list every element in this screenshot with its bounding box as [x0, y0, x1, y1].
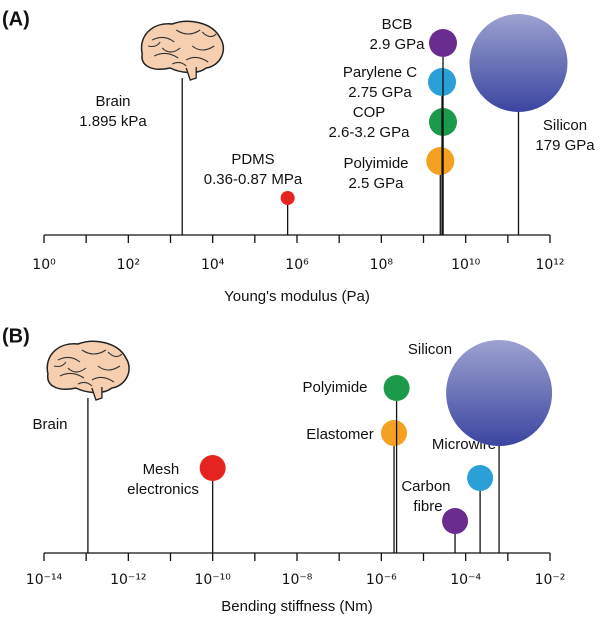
marker: [381, 420, 408, 446]
value-label: 2.9 GPa: [369, 36, 425, 53]
brain-fold: [97, 365, 121, 371]
value-label: 2.6-3.2 GPa: [329, 124, 411, 141]
brain-fold: [57, 356, 81, 363]
value-label: 2.5 GPa: [348, 175, 404, 192]
point-name: PDMS: [231, 151, 274, 168]
name-line: electronics: [127, 481, 199, 498]
x-axis-label: Young's modulus (Pa): [224, 288, 370, 305]
brain-fold: [153, 52, 179, 59]
name-line: Carbon: [401, 478, 454, 495]
point-name: Silicon: [408, 341, 452, 358]
x-tick-label: 10⁻⁶: [366, 572, 397, 588]
marker: [428, 68, 457, 96]
point-name: Polyimide: [302, 379, 367, 396]
point-name: Mesh electronics: [127, 461, 199, 498]
brain-icon: [46, 340, 130, 401]
x-axis-label: Bending stiffness (Nm): [221, 598, 372, 615]
brain-fold: [175, 29, 201, 35]
marker: [426, 147, 455, 175]
x-tick-label: 10⁻¹⁰: [194, 572, 231, 588]
brain-fold: [185, 56, 209, 63]
marker: [442, 508, 469, 534]
x-tick-label: 10⁻¹⁴: [26, 572, 63, 588]
brain-fold: [191, 45, 215, 51]
x-tick-label: 10⁶: [285, 257, 309, 273]
x-tick-label: 10⁻⁸: [282, 572, 313, 588]
brain: [46, 340, 130, 394]
point-name: COP: [353, 104, 386, 121]
point-name: Polyimide: [343, 155, 408, 172]
point-name: Silicon: [543, 117, 587, 134]
brain-fold: [148, 41, 161, 48]
brain-fold: [151, 36, 175, 43]
x-tick-label: 10⁻²: [535, 572, 566, 588]
x-tick-label: 10¹²: [535, 257, 564, 273]
point-name: Carbon fibre: [401, 478, 454, 515]
value-label: 179 GPa: [535, 137, 595, 154]
point-name: BCB: [382, 16, 413, 33]
marker: [280, 191, 295, 205]
point-name: Brain: [32, 416, 67, 433]
brain-fold: [53, 361, 67, 368]
x-tick-label: 10⁸: [370, 257, 394, 273]
marker: [199, 455, 226, 481]
marker: [428, 29, 457, 57]
brain-fold: [107, 351, 123, 358]
brain-fold: [91, 376, 115, 383]
brain-fold: [161, 47, 181, 53]
panel-label: (B): [2, 325, 30, 347]
brain-fold: [67, 367, 87, 373]
x-tick-label: 10⁻⁴: [450, 572, 481, 588]
brain-icon: [140, 20, 225, 81]
marker: [446, 340, 553, 446]
x-tick-label: 10²: [117, 257, 140, 273]
x-tick-label: 10⁰: [32, 257, 56, 273]
marker: [383, 375, 410, 401]
panel-label: (A): [2, 8, 30, 30]
marker: [467, 465, 494, 491]
x-tick-label: 10⁴: [201, 257, 225, 273]
x-tick-label: 10¹⁰: [451, 257, 480, 273]
brain-fold: [81, 349, 107, 355]
name-line: fibre: [413, 498, 442, 515]
marker: [469, 14, 568, 112]
brain-fold: [201, 31, 217, 38]
brain-fold: [77, 381, 93, 387]
brain-stem: [185, 67, 197, 81]
brain-stem: [91, 387, 103, 401]
x-tick-label: 10⁻¹²: [110, 572, 146, 588]
brain: [140, 20, 225, 74]
value-label: 2.75 GPa: [348, 84, 412, 101]
value-label: 0.36-0.87 MPa: [204, 171, 303, 188]
brain-fold: [59, 372, 85, 379]
point-name: Brain: [95, 93, 130, 110]
value-label: 1.895 kPa: [79, 113, 147, 130]
point-name: Elastomer: [306, 426, 374, 443]
point-name: Parylene C: [343, 64, 417, 81]
name-line: Mesh: [143, 461, 184, 478]
brain-fold: [171, 61, 187, 67]
